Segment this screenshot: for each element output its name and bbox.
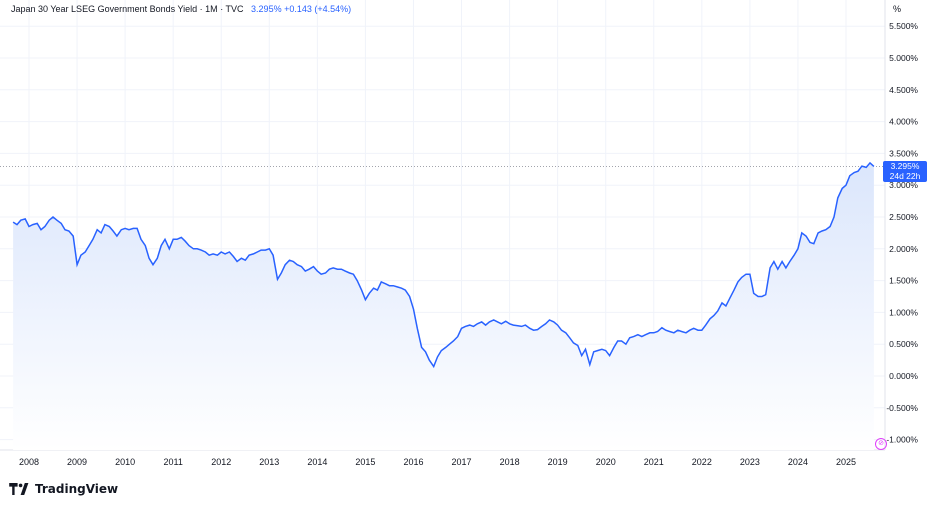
axis-unit-label[interactable]: % (893, 4, 902, 14)
separator: · (199, 4, 206, 14)
y-tick-label: 2.500% (889, 212, 918, 222)
x-tick-label: 2013 (259, 457, 279, 467)
y-tick-label: 1.000% (889, 307, 918, 317)
x-tick-label: 2024 (788, 457, 808, 467)
y-tick-label: -1.000% (886, 435, 918, 445)
reset-scale-icon[interactable]: ⊘ (875, 438, 887, 450)
x-tick-label: 2010 (115, 457, 135, 467)
y-tick-label: 4.000% (889, 117, 918, 127)
y-tick-label: 0.500% (889, 339, 918, 349)
symbol-title: Japan 30 Year LSEG Government Bonds Yiel… (11, 4, 198, 14)
x-tick-label: 2020 (596, 457, 616, 467)
x-tick-label: 2025 (836, 457, 856, 467)
interval-label: 1M (205, 4, 218, 14)
y-tick-label: 1.500% (889, 276, 918, 286)
y-tick-label: 4.500% (889, 85, 918, 95)
y-tick-label: 5.000% (889, 53, 918, 63)
x-tick-label: 2016 (403, 457, 423, 467)
y-tick-label: 3.000% (889, 180, 918, 190)
x-tick-label: 2023 (740, 457, 760, 467)
x-tick-label: 2011 (163, 457, 182, 467)
tradingview-logo[interactable]: TradingView (9, 482, 118, 496)
x-tick-label: 2017 (452, 457, 472, 467)
source-label: TVC (225, 4, 244, 14)
x-axis[interactable]: 2008 2009 2010 2011 2012 2013 2014 2015 2016 2017… (19, 457, 856, 467)
legend-header[interactable]: Japan 30 Year LSEG Government Bonds Yiel… (11, 4, 351, 14)
x-tick-label: 2008 (19, 457, 39, 467)
separator: · (220, 4, 226, 14)
change-value: +0.143 (284, 4, 312, 14)
tradingview-logo-icon (9, 483, 29, 495)
x-tick-label: 2009 (67, 457, 87, 467)
x-tick-label: 2014 (307, 457, 327, 467)
price-tag-countdown: 24d 22h (889, 171, 921, 182)
x-tick-label: 2012 (211, 457, 231, 467)
y-axis[interactable]: 5.500% 5.000% 4.500% 4.000% 3.500% 3.000% 2.50… (886, 21, 918, 444)
x-tick-label: 2022 (692, 457, 712, 467)
y-tick-label: 5.500% (889, 21, 918, 31)
y-tick-label: 2.000% (889, 244, 918, 254)
logo-text: TradingView (35, 482, 119, 496)
x-tick-label: 2019 (548, 457, 568, 467)
y-tick-label: 0.000% (889, 371, 918, 381)
series-area-fill (13, 162, 874, 450)
price-tag-value: 3.295% (890, 161, 920, 172)
series-line[interactable] (12, 161, 875, 369)
x-tick-label: 2021 (644, 457, 664, 467)
last-value: 3.295% (251, 4, 282, 14)
x-tick-label: 2018 (500, 457, 520, 467)
last-price-tag: 3.295% 24d 22h (883, 161, 927, 183)
y-tick-label: -0.500% (886, 403, 918, 413)
x-tick-label: 2015 (355, 457, 375, 467)
change-percent: (+4.54%) (314, 4, 352, 14)
y-tick-label: 3.500% (889, 148, 918, 158)
